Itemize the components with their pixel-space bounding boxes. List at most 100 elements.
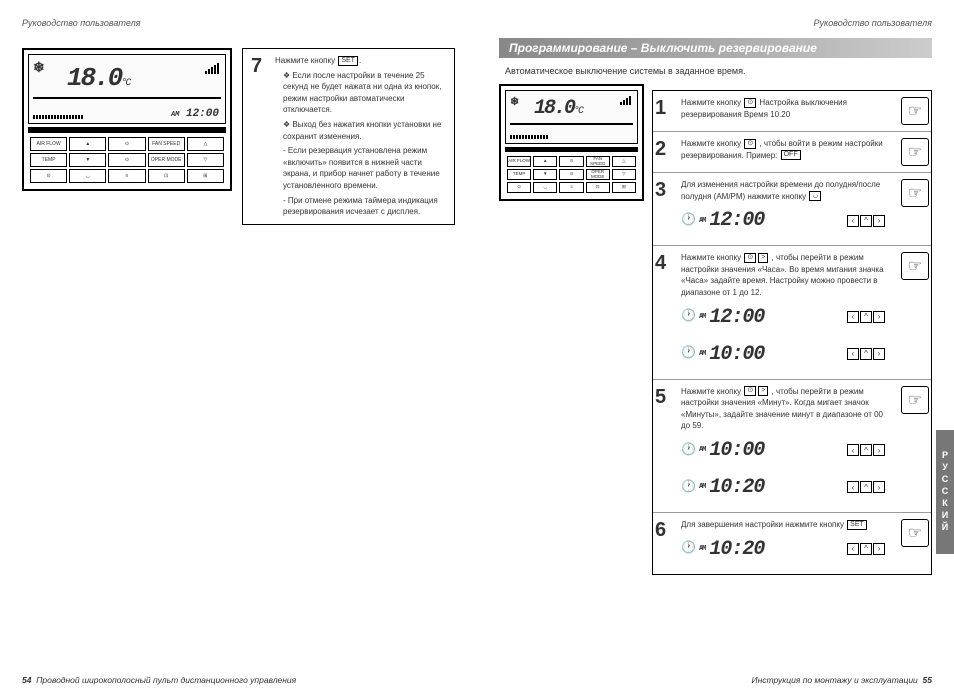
lcd-display: ❄ 18.0°C AM 12:00 <box>28 54 226 124</box>
remote-btn: OPER MODE <box>148 153 185 167</box>
remote-illustration: ❄ 18.0°C AM 12:00 AIR FLOW▲⊙FAN SPEED△TE… <box>22 48 232 191</box>
step-num: 3 <box>655 179 673 202</box>
footer-right: Инструкция по монтажу и эксплуатации 55 <box>499 675 932 685</box>
snowflake-icon: ❄ <box>510 95 519 108</box>
footer-left: 54 Проводной широкополосный пульт дистан… <box>22 675 455 685</box>
mini-button-icon: SET <box>847 520 867 530</box>
remote-buttons: AIR FLOW▲⊙FAN SPEED△TEMP▼⊙OPER MODE▽⊙◡≡⊡… <box>28 135 226 185</box>
step-num: 1 <box>655 97 673 120</box>
step-num: 4 <box>655 252 673 275</box>
mini-button-icon: > <box>758 386 768 396</box>
remote-btn: ▲ <box>69 137 106 151</box>
step-num-7: 7 <box>251 55 269 218</box>
remote-btn: ◡ <box>69 169 106 183</box>
hand-icon: ☞ <box>901 179 929 207</box>
arrow-controls: ‹^› <box>847 215 885 227</box>
step-text: Нажмите кнопку ⊙ , чтобы войти в режим н… <box>681 138 889 161</box>
hand-icon: ☞ <box>901 252 929 280</box>
step-text: Нажмите кнопку ⊙> , чтобы перейти в режи… <box>681 386 889 506</box>
remote-btn: ⊞ <box>187 169 224 183</box>
section-subtitle: Автоматическое выключение системы в зада… <box>505 66 932 76</box>
remote-btn: ≡ <box>559 182 583 193</box>
left-page: Руководство пользователя ❄ 18.0°C AM 12:… <box>0 0 477 697</box>
remote-btn: ⊙ <box>30 169 67 183</box>
step-text: Нажмите кнопку ⊙ Настройка выключения ре… <box>681 97 889 120</box>
time-display: 🕐AM 10:20 <box>681 473 764 502</box>
step7-box: 7 Нажмите кнопку SET. ❖ Если после настр… <box>242 48 455 225</box>
remote-btn: ≡ <box>108 169 145 183</box>
remote-btn: ⊙ <box>559 169 583 180</box>
remote-btn: ▽ <box>612 169 636 180</box>
remote-btn: △ <box>612 156 636 167</box>
remote-btn: ⊙ <box>108 153 145 167</box>
set-button-icon: SET <box>338 56 358 66</box>
step-text: Для изменения настройки времени до полуд… <box>681 179 889 239</box>
mini-button-icon: > <box>758 253 768 263</box>
snowflake-icon: ❄ <box>33 59 45 76</box>
remote-btn: ⊙ <box>507 182 531 193</box>
lcd-display-sm: ❄ 18.0°C <box>505 90 638 144</box>
step-text: Для завершения настройки нажмите кнопку … <box>681 519 889 568</box>
remote-btn: FAN SPEED <box>148 137 185 151</box>
step-item-5: 5 Нажмите кнопку ⊙> , чтобы перейти в реж… <box>653 380 931 513</box>
header-right: Руководство пользователя <box>499 18 932 32</box>
remote-btn: AIR FLOW <box>30 137 67 151</box>
remote-btn: ▲ <box>533 156 557 167</box>
remote-btn: ⊡ <box>586 182 610 193</box>
remote-btn: ◡ <box>533 182 557 193</box>
remote-btn: ▼ <box>533 169 557 180</box>
arrow-controls: ‹^› <box>847 444 885 456</box>
remote-btn: ▼ <box>69 153 106 167</box>
remote-btn: ⊞ <box>612 182 636 193</box>
time-row: 🕐AM 10:00 ‹^› <box>681 336 889 373</box>
mini-button-icon: ⊙ <box>744 98 756 108</box>
remote-btn: ⊙ <box>559 156 583 167</box>
step-item-2: 2 Нажмите кнопку ⊙ , чтобы войти в режим … <box>653 132 931 173</box>
header-left: Руководство пользователя <box>22 18 455 32</box>
remote-btn: AIR FLOW <box>507 156 531 167</box>
time-display: 🕐AM 10:00 <box>681 436 764 465</box>
remote-buttons-sm: AIR FLOW▲⊙FAN SPEED△TEMP▼⊙OPER MODE▽⊙◡≡⊡… <box>505 154 638 195</box>
step-num: 5 <box>655 386 673 409</box>
time-row: 🕐AM 12:00 ‹^› <box>681 202 889 239</box>
step-item-4: 4 Нажмите кнопку ⊙> , чтобы перейти в реж… <box>653 246 931 379</box>
remote-btn: TEMP <box>507 169 531 180</box>
lcd-clock: AM 12:00 <box>171 108 219 120</box>
step-text: Нажмите кнопку ⊙> , чтобы перейти в режи… <box>681 252 889 372</box>
mini-button-icon: ⊙ <box>744 253 756 263</box>
time-display: 🕐AM 10:00 <box>681 340 764 369</box>
time-display: 🕐AM 12:00 <box>681 303 764 332</box>
steps-box: 1 Нажмите кнопку ⊙ Настройка выключения р… <box>652 90 932 575</box>
time-display: 🕐AM 12:00 <box>681 206 764 235</box>
step-item-6: 6Для завершения настройки нажмите кнопку… <box>653 513 931 574</box>
arrow-controls: ‹^› <box>847 311 885 323</box>
time-row: 🕐AM 12:00 ‹^› <box>681 299 889 336</box>
arrow-controls: ‹^› <box>847 348 885 360</box>
hand-icon: ☞ <box>901 519 929 547</box>
lcd-strip <box>33 115 83 119</box>
hand-icon: ☞ <box>901 386 929 414</box>
remote-btn: ⊡ <box>148 169 185 183</box>
step-num: 2 <box>655 138 673 161</box>
step7-text: Нажмите кнопку SET. ❖ Если после настрой… <box>275 55 446 218</box>
time-row: 🕐AM 10:20 ‹^› <box>681 531 889 568</box>
remote-btn: △ <box>187 137 224 151</box>
language-tab: РУССКИЙ <box>936 430 954 554</box>
arrow-controls: ‹^› <box>847 481 885 493</box>
step-item-1: 1 Нажмите кнопку ⊙ Настройка выключения р… <box>653 91 931 132</box>
remote-btn: FAN SPEED <box>586 156 610 167</box>
temp-readout: 18.0°C <box>67 63 129 93</box>
mini-button-icon: ⊙ <box>744 386 756 396</box>
remote-btn: TEMP <box>30 153 67 167</box>
hand-icon: ☞ <box>901 97 929 125</box>
remote-btn: ⊙ <box>108 137 145 151</box>
arrow-controls: ‹^› <box>847 543 885 555</box>
time-display: 🕐AM 10:20 <box>681 535 764 564</box>
time-row: 🕐AM 10:00 ‹^› <box>681 432 889 469</box>
signal-icon <box>620 96 631 105</box>
remote-illustration-sm: ❄ 18.0°C AIR FLOW▲⊙FAN SPEED△TEMP▼⊙OPER … <box>499 84 644 201</box>
time-row: 🕐AM 10:20 ‹^› <box>681 469 889 506</box>
temp-readout-sm: 18.0°C <box>534 97 582 120</box>
step-item-3: 3 Для изменения настройки времени до полу… <box>653 173 931 246</box>
signal-icon <box>205 63 219 74</box>
